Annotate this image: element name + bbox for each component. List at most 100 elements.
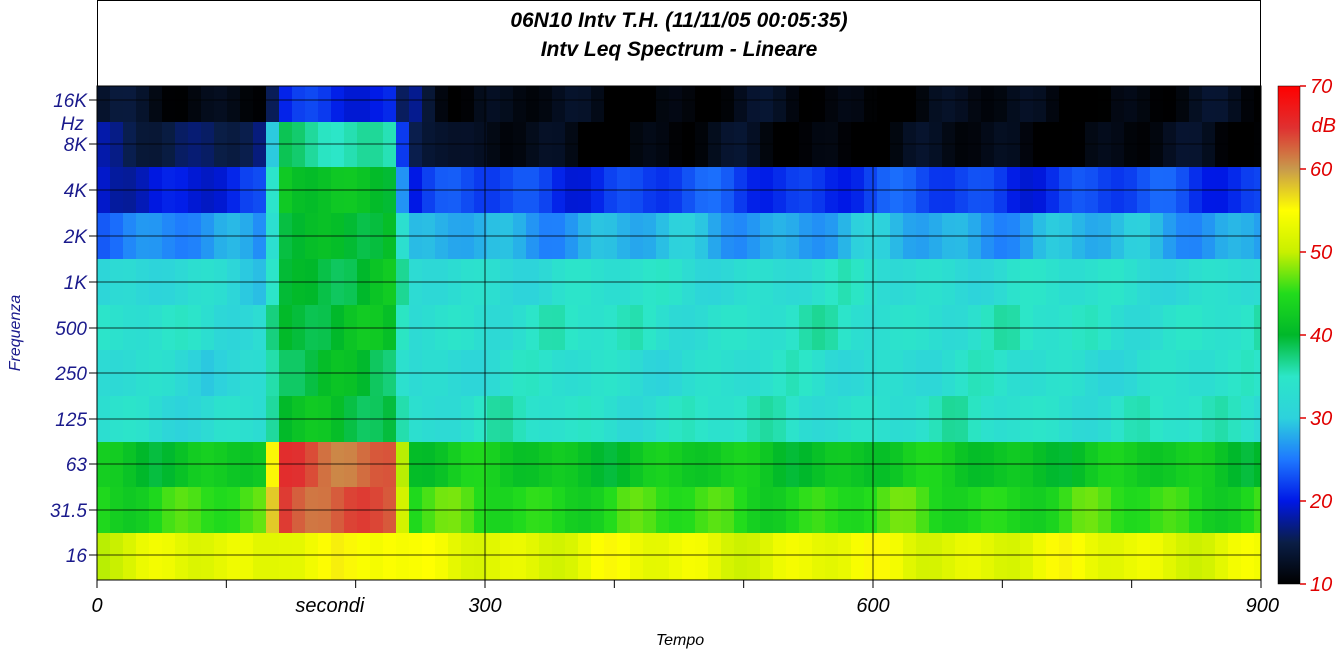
- heatmap-cell: [266, 86, 280, 123]
- heatmap-cell: [1254, 86, 1262, 123]
- heatmap-cell: [188, 122, 202, 168]
- x-axis-label: Tempo: [656, 632, 704, 649]
- heatmap-cell: [1202, 122, 1216, 168]
- heatmap-cell: [760, 442, 774, 488]
- x-tick-label: 0: [91, 595, 102, 617]
- colorbar-ticks: 70 60 50 40 30 20 10: [1300, 76, 1332, 596]
- heatmap-cell: [1072, 86, 1086, 123]
- heatmap-cell: [773, 442, 787, 488]
- heatmap-cell: [812, 533, 826, 581]
- heatmap-cell: [812, 442, 826, 488]
- heatmap-cell: [1228, 533, 1242, 581]
- heatmap-cell: [994, 442, 1008, 488]
- heatmap-cell: [136, 442, 150, 488]
- heatmap-cell: [110, 442, 124, 488]
- heatmap-cell: [110, 122, 124, 168]
- heatmap-cell: [1111, 533, 1125, 581]
- heatmap-cell: [695, 86, 709, 123]
- heatmap-cell: [955, 86, 969, 123]
- heatmap-cell: [708, 122, 722, 168]
- heatmap-cell: [539, 122, 553, 168]
- heatmap-cell: [864, 122, 878, 168]
- heatmap-cell: [279, 442, 293, 488]
- heatmap-cell: [1085, 533, 1099, 581]
- heatmap-cell: [1189, 86, 1203, 123]
- heatmap-cell: [344, 533, 358, 581]
- heatmap-cell: [175, 533, 189, 581]
- heatmap-cell: [994, 533, 1008, 581]
- heatmap-cell: [903, 86, 917, 123]
- y-tick-label: 31.5: [50, 501, 87, 522]
- heatmap-cell: [396, 533, 410, 581]
- heatmap-cell: [968, 533, 982, 581]
- x-tick-label: 600: [856, 595, 889, 617]
- heatmap-cell: [708, 86, 722, 123]
- heatmap-cell: [1254, 442, 1262, 488]
- heatmap-cell: [786, 122, 800, 168]
- y-tick-label: 250: [54, 364, 87, 385]
- heatmap-cell: [591, 86, 605, 123]
- heatmap-cell: [214, 122, 228, 168]
- heatmap-cell: [721, 86, 735, 123]
- heatmap-cell: [214, 86, 228, 123]
- heatmap-cell: [383, 533, 397, 581]
- heatmap-cell: [1228, 86, 1242, 123]
- heatmap-cell: [591, 122, 605, 168]
- heatmap-cell: [110, 533, 124, 581]
- heatmap-cell: [305, 86, 319, 123]
- heatmap-cell: [383, 442, 397, 488]
- heatmap-cell: [786, 442, 800, 488]
- heatmap-cell: [1007, 533, 1021, 581]
- heatmap-cell: [799, 86, 813, 123]
- heatmap-cell: [383, 86, 397, 123]
- heatmap-cell: [266, 533, 280, 581]
- heatmap-cell: [539, 86, 553, 123]
- heatmap-cell: [344, 442, 358, 488]
- heatmap-cell: [1020, 86, 1034, 123]
- heatmap-cell: [1033, 442, 1047, 488]
- heatmap-cell: [1241, 533, 1255, 581]
- heatmap-cell: [500, 442, 514, 488]
- heatmap-cell: [1189, 442, 1203, 488]
- heatmap-cells: [97, 86, 1262, 581]
- heatmap-cell: [500, 533, 514, 581]
- heatmap-cell: [851, 122, 865, 168]
- heatmap-cell: [643, 122, 657, 168]
- heatmap-cell: [266, 442, 280, 488]
- heatmap-cell: [552, 442, 566, 488]
- heatmap-cell: [877, 122, 891, 168]
- heatmap-cell: [1228, 122, 1242, 168]
- heatmap-cell: [903, 533, 917, 581]
- heatmap-cell: [604, 442, 618, 488]
- heatmap-cell: [825, 86, 839, 123]
- heatmap-cell: [1085, 442, 1099, 488]
- heatmap-cell: [201, 122, 215, 168]
- heatmap-cell: [669, 122, 683, 168]
- x-axis: 0 secondi 300 600 900: [91, 580, 1279, 617]
- heatmap-cell: [461, 442, 475, 488]
- heatmap-cell: [617, 442, 631, 488]
- heatmap-cell: [1059, 122, 1073, 168]
- heatmap-cell: [279, 533, 293, 581]
- heatmap-cell: [175, 442, 189, 488]
- heatmap-cell: [409, 86, 423, 123]
- heatmap-cell: [266, 122, 280, 168]
- heatmap-cell: [656, 122, 670, 168]
- heatmap-cell: [136, 533, 150, 581]
- heatmap-cell: [630, 122, 644, 168]
- y-tick-label: 16K: [53, 91, 88, 112]
- heatmap-cell: [1254, 122, 1262, 168]
- colorbar-tick-label: 50: [1310, 242, 1332, 264]
- heatmap-cell: [1241, 442, 1255, 488]
- heatmap-cell: [734, 442, 748, 488]
- heatmap-cell: [461, 533, 475, 581]
- heatmap-cell: [396, 122, 410, 168]
- heatmap-cell: [1176, 122, 1190, 168]
- heatmap-cell: [1241, 86, 1255, 123]
- heatmap-cell: [565, 442, 579, 488]
- heatmap-cell: [448, 533, 462, 581]
- heatmap-cell: [526, 442, 540, 488]
- heatmap-cell: [851, 86, 865, 123]
- heatmap-cell: [968, 442, 982, 488]
- x-tick-label: secondi: [295, 595, 364, 617]
